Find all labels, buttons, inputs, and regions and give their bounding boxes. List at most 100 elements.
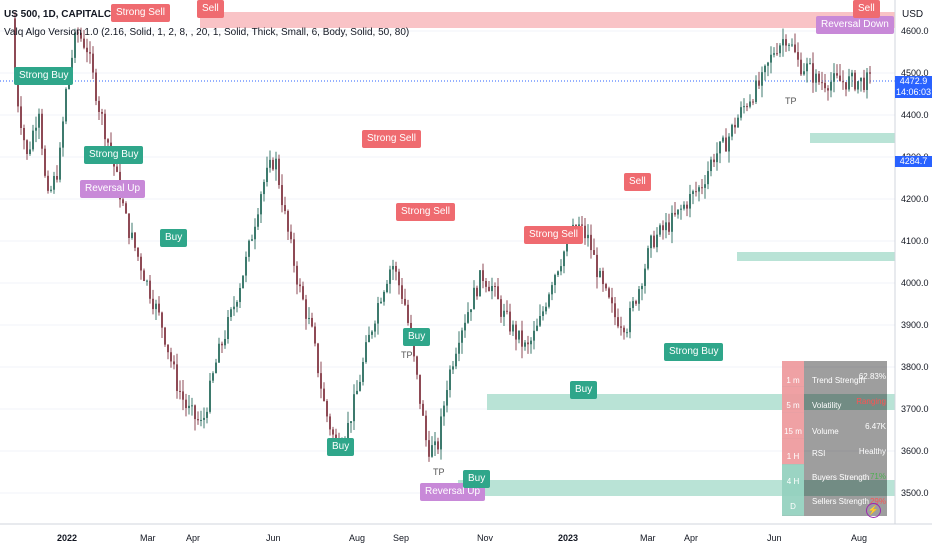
candle-body: [458, 342, 460, 354]
candle-body: [791, 44, 793, 46]
candle-body: [773, 53, 775, 55]
time-label: Aug: [851, 533, 868, 543]
candle-body: [512, 324, 514, 332]
candle-body: [287, 211, 289, 232]
candle-body: [140, 256, 142, 271]
signal-label[interactable]: Buy: [327, 438, 355, 456]
candle-body: [356, 390, 358, 395]
candle-body: [368, 334, 370, 343]
candle-body: [149, 280, 151, 299]
candle-body: [29, 149, 31, 155]
candle-body: [800, 59, 802, 75]
candle-body: [638, 289, 640, 304]
candle-body: [836, 73, 838, 76]
candle-body: [770, 54, 772, 63]
dash-value: 62.83%: [858, 372, 886, 381]
signal-label[interactable]: Reversal Down: [816, 16, 894, 34]
candle-body: [122, 199, 124, 204]
signal-label[interactable]: Strong Sell: [396, 203, 455, 221]
candle-body: [170, 352, 172, 362]
price-tick: 4600.0: [901, 26, 929, 36]
signal-label[interactable]: Sell: [853, 0, 880, 18]
signal-label[interactable]: Buy: [160, 229, 188, 247]
signal-label[interactable]: Buy: [403, 328, 431, 346]
candle-body: [161, 312, 163, 328]
flash-icon[interactable]: ⚡: [866, 503, 881, 518]
candle-body: [404, 298, 406, 305]
candle-body: [143, 270, 145, 282]
candle-body: [608, 288, 610, 298]
candle-body: [539, 316, 541, 326]
candle-body: [77, 32, 79, 34]
signal-label[interactable]: Buy: [570, 381, 598, 399]
candle-body: [257, 214, 259, 227]
candle-body: [278, 158, 280, 186]
time-label: 2023: [558, 533, 579, 543]
candle-body: [437, 441, 439, 450]
dash-timeframe: 15 m: [784, 427, 802, 436]
candle-body: [491, 285, 493, 292]
chart-grid: [0, 30, 895, 494]
dash-value: 29%: [869, 497, 886, 506]
candle-body: [479, 270, 481, 297]
candle-body: [86, 47, 88, 53]
candle-body: [164, 327, 166, 345]
candle-body: [857, 81, 859, 90]
price-tick: 3700.0: [901, 404, 929, 414]
dash-timeframe: 4 H: [786, 477, 800, 486]
candle-body: [692, 191, 694, 195]
candle-body: [734, 124, 736, 128]
signal-label[interactable]: Sell: [197, 0, 224, 18]
candle-body: [353, 394, 355, 422]
candle-body: [95, 72, 97, 101]
candle-body: [389, 269, 391, 284]
candle-body: [269, 159, 271, 168]
signal-label[interactable]: Strong Buy: [84, 146, 144, 164]
candle-body: [137, 247, 139, 257]
symbol-title[interactable]: US 500, 1D, CAPITALCOM: [4, 9, 128, 20]
candle-body: [674, 212, 676, 215]
signal-label[interactable]: Strong Sell: [524, 226, 583, 244]
currency-label[interactable]: USD: [902, 9, 924, 20]
signal-label[interactable]: Strong Sell: [362, 130, 421, 148]
price-tick: 3500.0: [901, 488, 929, 498]
indicator-title[interactable]: Valq Algo Version 1.0 (2.16, Solid, 1, 2…: [4, 27, 410, 38]
candle-body: [698, 187, 700, 192]
candle-body: [497, 286, 499, 300]
candle-body: [365, 342, 367, 363]
candle-body: [80, 32, 82, 39]
dash-timeframe: D: [790, 502, 796, 511]
candle-body: [821, 82, 823, 84]
candle-body: [323, 388, 325, 402]
candle-body: [47, 175, 49, 191]
candle-body: [242, 275, 244, 288]
candle-body: [833, 73, 835, 82]
candle-body: [107, 139, 109, 143]
candle-body: [707, 171, 709, 185]
last-price-tag: 4472.9: [895, 76, 932, 87]
candle-body: [383, 291, 385, 302]
signal-label[interactable]: Reversal Up: [80, 180, 146, 198]
candle-body: [551, 285, 553, 295]
candle-body: [506, 310, 508, 312]
price-tick: 3900.0: [901, 320, 929, 330]
candle-body: [263, 182, 265, 195]
candle-body: [593, 250, 595, 255]
candle-body: [575, 224, 577, 227]
candle-body: [665, 222, 667, 231]
marker-price-tag: 4284.7: [895, 156, 932, 167]
candle-body: [527, 342, 529, 345]
signal-label[interactable]: Sell: [624, 173, 651, 191]
signal-label[interactable]: Buy: [463, 470, 491, 488]
time-label: 2022: [57, 533, 78, 543]
candle-body: [44, 148, 46, 176]
candle-body: [65, 89, 67, 122]
candle-body: [455, 353, 457, 367]
signal-label[interactable]: Strong Buy: [14, 67, 74, 85]
signal-label[interactable]: Strong Buy: [664, 343, 724, 361]
candle-body: [230, 309, 232, 318]
candle-body: [299, 284, 301, 287]
signal-label[interactable]: Strong Sell: [111, 4, 170, 22]
candle-body: [626, 332, 628, 334]
